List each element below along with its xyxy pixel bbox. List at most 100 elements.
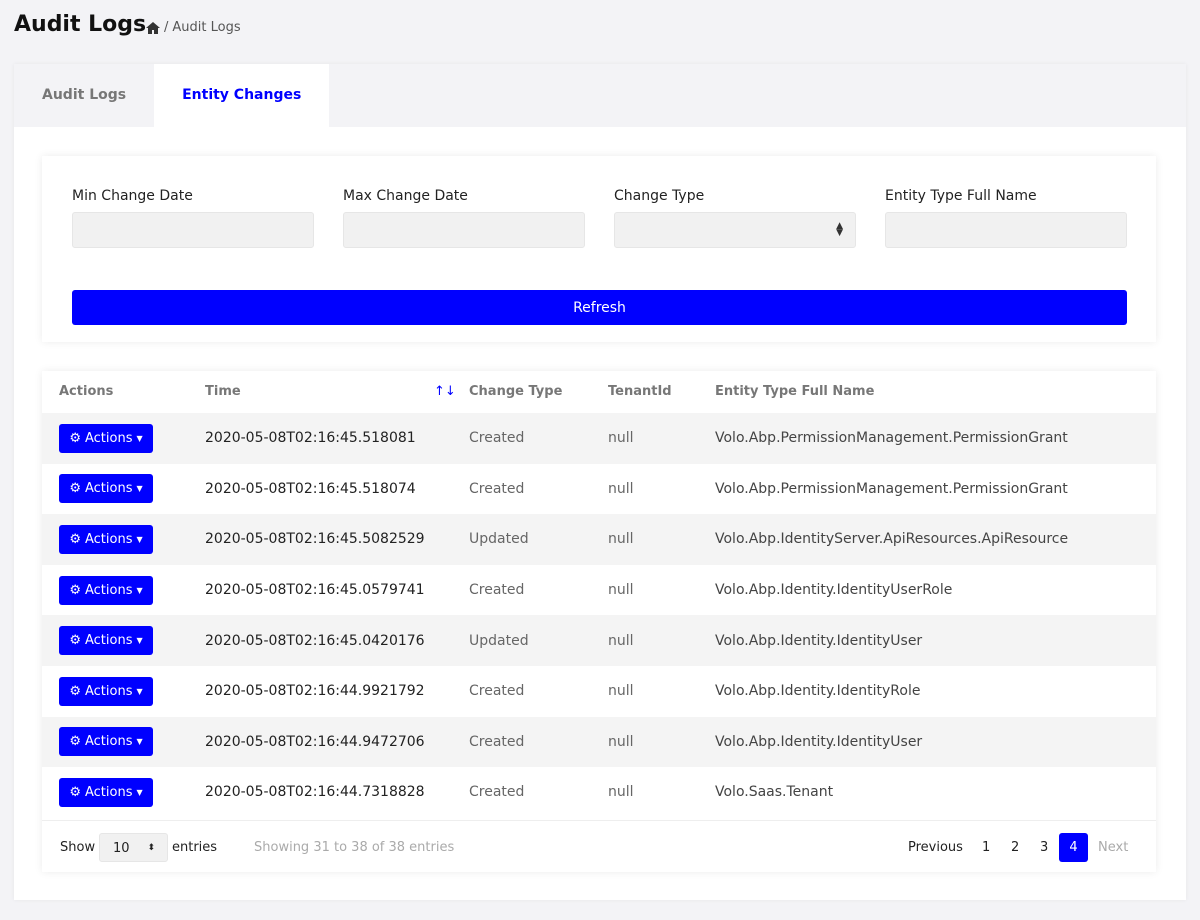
header-time[interactable]: Time [205,384,241,399]
cell-time: 2020-05-08T02:16:45.0579741 [205,582,425,599]
sort-icon[interactable]: ↑↓ [434,384,456,399]
page-size-value: 10 [113,841,130,856]
page-3[interactable]: 3 [1040,840,1049,855]
entity-type-label: Entity Type Full Name [885,188,1037,204]
cell-entity-type: Volo.Abp.IdentityServer.ApiResources.Api… [715,531,1069,548]
entity-changes-table: Actions Time ↑↓ Change Type TenantId Ent… [42,371,1156,872]
tab-bar: Audit Logs Entity Changes [14,64,1186,127]
table-row: ⚙ Actions ▼ 2020-05-08T02:16:45.0579741 Cr… [42,565,1156,616]
tab-audit-logs[interactable]: Audit Logs [42,87,127,103]
select-arrows-icon: ⬍ [147,843,155,853]
entity-type-field: Entity Type Full Name [885,188,1127,248]
gear-icon: ⚙ [69,683,81,699]
page-size-select[interactable]: 10 ⬍ [99,833,168,862]
actions-button[interactable]: ⚙ Actions ▼ [59,474,153,504]
cell-entity-type: Volo.Abp.Identity.IdentityRole [715,683,921,700]
gear-icon: ⚙ [69,582,81,598]
entity-type-input[interactable] [885,212,1127,248]
change-type-select[interactable]: ▲ ▼ [614,212,856,248]
cell-entity-type: Volo.Abp.Identity.IdentityUser [715,733,923,750]
actions-label: Actions [85,734,133,750]
min-date-input[interactable] [72,212,314,248]
page-4[interactable]: 4 [1059,833,1088,862]
table-row: ⚙ Actions ▼ 2020-05-08T02:16:44.7318828 Cr… [42,767,1156,818]
gear-icon: ⚙ [69,784,81,800]
header-entity-type[interactable]: Entity Type Full Name [715,384,875,399]
cell-tenant-id: null [608,632,634,649]
table-header: Actions Time ↑↓ Change Type TenantId Ent… [42,371,1156,412]
breadcrumb: / Audit Logs [146,20,241,35]
actions-label: Actions [85,784,133,800]
table-footer: Show 10 ⬍ entries Showing 31 to 38 of 38 … [42,820,1156,872]
actions-button[interactable]: ⚙ Actions ▼ [59,575,153,605]
cell-tenant-id: null [608,683,634,700]
actions-label: Actions [85,582,133,598]
caret-down-icon: ▼ [136,433,143,443]
max-date-field: Max Change Date [343,188,585,248]
caret-down-icon: ▼ [136,585,143,595]
cell-change-type: Created [469,683,525,700]
cell-time: 2020-05-08T02:16:44.9921792 [205,683,425,700]
cell-entity-type: Volo.Abp.Identity.IdentityUser [715,632,923,649]
table-row: ⚙ Actions ▼ 2020-05-08T02:16:45.518081 Cre… [42,413,1156,464]
cell-change-type: Created [469,430,525,447]
change-type-field: Change Type ▲ ▼ [614,188,856,248]
min-date-field: Min Change Date [72,188,314,248]
actions-label: Actions [85,683,133,699]
breadcrumb-separator: / [164,20,169,35]
cell-change-type: Updated [469,531,529,548]
actions-label: Actions [85,430,133,446]
header-change-type[interactable]: Change Type [469,384,563,399]
header-actions: Actions [59,384,114,399]
caret-down-icon: ▼ [136,636,143,646]
actions-button[interactable]: ⚙ Actions ▼ [59,777,153,807]
show-label: Show [60,840,96,855]
caret-down-icon: ▼ [136,484,143,494]
header-tenant-id[interactable]: TenantId [608,384,672,399]
table-row: ⚙ Actions ▼ 2020-05-08T02:16:45.5082529 Up… [42,514,1156,565]
cell-tenant-id: null [608,430,634,447]
cell-time: 2020-05-08T02:16:44.9472706 [205,733,425,750]
main-card: Audit Logs Entity Changes Min Change Dat… [14,64,1186,900]
actions-label: Actions [85,531,133,547]
cell-entity-type: Volo.Saas.Tenant [715,784,834,801]
cell-tenant-id: null [608,784,634,801]
table-row: ⚙ Actions ▼ 2020-05-08T02:16:45.518074 Cre… [42,464,1156,515]
max-date-label: Max Change Date [343,188,468,204]
cell-change-type: Created [469,733,525,750]
gear-icon: ⚙ [69,531,81,547]
actions-button[interactable]: ⚙ Actions ▼ [59,727,153,757]
actions-button[interactable]: ⚙ Actions ▼ [59,524,153,554]
actions-button[interactable]: ⚙ Actions ▼ [59,676,153,706]
next-button[interactable]: Next [1098,840,1129,855]
home-icon[interactable] [146,21,160,34]
min-date-label: Min Change Date [72,188,193,204]
table-row: ⚙ Actions ▼ 2020-05-08T02:16:44.9921792 Cr… [42,666,1156,717]
table-info: Showing 31 to 38 of 38 entries [254,840,455,855]
gear-icon: ⚙ [69,430,81,446]
actions-label: Actions [85,633,133,649]
tab-entity-changes[interactable]: Entity Changes [154,64,330,127]
page-1[interactable]: 1 [982,840,991,855]
refresh-button[interactable]: Refresh [72,290,1127,325]
cell-time: 2020-05-08T02:16:44.7318828 [205,784,425,801]
gear-icon: ⚙ [69,481,81,497]
cell-entity-type: Volo.Abp.PermissionManagement.Permission… [715,430,1068,447]
actions-label: Actions [85,481,133,497]
page-2[interactable]: 2 [1011,840,1020,855]
caret-down-icon: ▼ [136,737,143,747]
entries-label: entries [172,840,218,855]
cell-entity-type: Volo.Abp.PermissionManagement.Permission… [715,480,1068,497]
cell-tenant-id: null [608,733,634,750]
previous-button[interactable]: Previous [908,840,963,855]
cell-tenant-id: null [608,480,634,497]
table-row: ⚙ Actions ▼ 2020-05-08T02:16:44.9472706 Cr… [42,716,1156,768]
cell-change-type: Created [469,480,525,497]
actions-button[interactable]: ⚙ Actions ▼ [59,423,153,453]
max-date-input[interactable] [343,212,585,248]
gear-icon: ⚙ [69,633,81,649]
actions-button[interactable]: ⚙ Actions ▼ [59,626,153,656]
cell-time: 2020-05-08T02:16:45.518074 [205,480,416,497]
cell-time: 2020-05-08T02:16:45.5082529 [205,531,425,548]
page-title: Audit Logs [14,12,147,37]
